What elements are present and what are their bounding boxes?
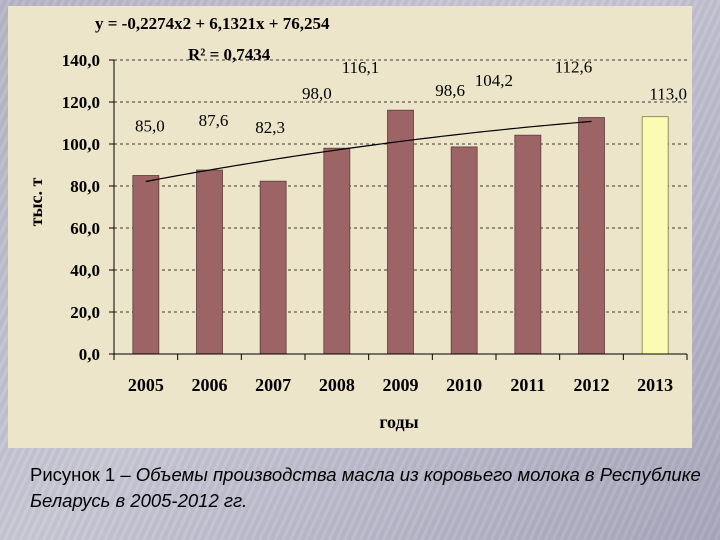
y-tick-labels: 0,0 20,0 40,0 60,0 80,0 100,0 120,0 140,0 xyxy=(62,51,100,364)
value-label: 98,0 xyxy=(302,84,332,103)
y-tick-label: 140,0 xyxy=(62,51,100,70)
bar-2013 xyxy=(641,116,669,355)
value-label: 104,2 xyxy=(475,71,513,90)
y-tick-label: 100,0 xyxy=(62,135,100,154)
value-label: 116,1 xyxy=(342,58,380,77)
value-label: 98,6 xyxy=(435,81,465,100)
y-tick-label: 120,0 xyxy=(62,93,100,112)
x-axis-label: годы xyxy=(379,412,418,432)
bar-2010 xyxy=(450,146,478,355)
y-tick-label: 60,0 xyxy=(70,219,100,238)
bar-2007 xyxy=(259,180,287,355)
figure-caption: Рисунок 1 – Объемы производства масла из… xyxy=(30,462,710,514)
y-tick-label: 80,0 xyxy=(70,177,100,196)
x-tick-label: 2010 xyxy=(446,375,482,395)
value-label: 87,6 xyxy=(199,111,229,130)
caption-prefix: Рисунок 1 – xyxy=(30,464,136,485)
value-labels: 85,0 87,6 82,3 98,0 116,1 98,6 104,2 112,6 113,0 xyxy=(135,58,687,138)
x-tick-label: 2006 xyxy=(192,375,228,395)
trendline xyxy=(145,120,592,183)
x-tick-label: 2012 xyxy=(574,375,610,395)
bar-2005 xyxy=(132,175,160,355)
y-axis-label: тыс. т xyxy=(26,177,46,226)
bar-2006 xyxy=(196,169,223,355)
value-label: 82,3 xyxy=(255,118,285,137)
regression-equation: y = -0,2274x2 + 6,1321x + 76,254 xyxy=(95,14,330,33)
x-tick-label: 2005 xyxy=(128,375,164,395)
bars xyxy=(132,109,669,355)
y-tick-label: 0,0 xyxy=(79,345,100,364)
value-label: 112,6 xyxy=(555,58,593,77)
r-squared-label: R² = 0,7434 xyxy=(188,45,271,64)
y-tick-label: 20,0 xyxy=(70,303,100,322)
x-tick-label: 2007 xyxy=(255,375,291,395)
value-label: 113,0 xyxy=(649,85,687,104)
x-tick-labels: 2005 2006 2007 2008 2009 2010 2011 2012 2013 xyxy=(128,375,673,395)
caption-text: Объемы производства масла из коровьего м… xyxy=(30,464,701,511)
x-tick-label: 2008 xyxy=(319,375,355,395)
axes xyxy=(109,59,688,360)
bar-2012 xyxy=(578,117,605,355)
x-tick-label: 2009 xyxy=(383,375,419,395)
bar-2008 xyxy=(323,147,351,355)
bar-2011 xyxy=(514,134,542,355)
x-tick-label: 2011 xyxy=(510,375,545,395)
x-tick-label: 2013 xyxy=(637,375,673,395)
y-tick-label: 40,0 xyxy=(70,261,100,280)
bar-2009 xyxy=(387,109,414,355)
value-label: 85,0 xyxy=(135,117,165,136)
